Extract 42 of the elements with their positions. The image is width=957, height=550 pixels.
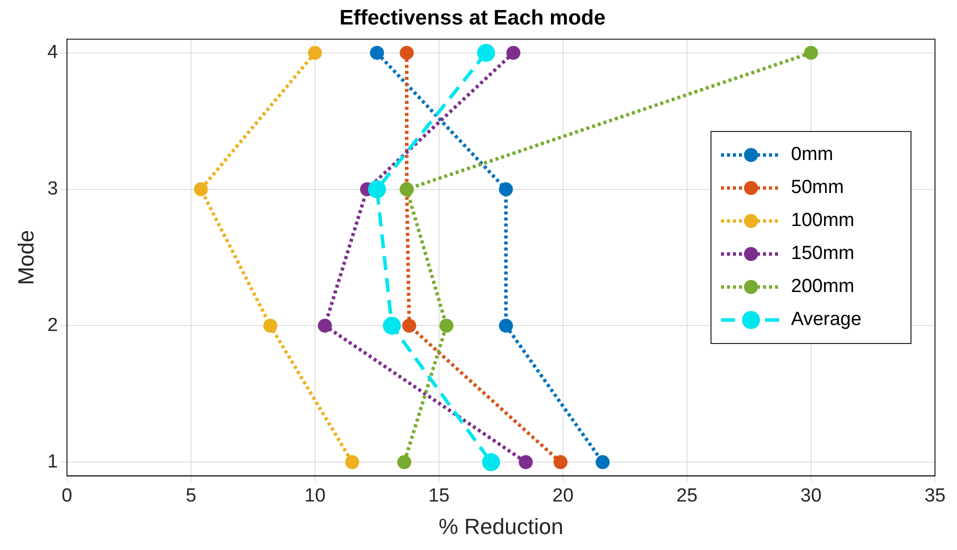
legend-label: 50mm [791, 177, 844, 198]
x-tick-label: 20 [552, 485, 574, 506]
point [382, 316, 401, 335]
legend-label: Average [791, 309, 862, 330]
point [482, 453, 500, 472]
y-axis-title: Mode [13, 230, 38, 286]
y-tick-label: 2 [47, 314, 58, 336]
point [554, 455, 568, 470]
x-tick-label: 10 [304, 485, 326, 506]
point [263, 318, 278, 333]
x-tick-label: 5 [186, 485, 196, 506]
x-axis-title: % Reduction [438, 514, 564, 539]
point [477, 44, 496, 62]
x-tick-label: 35 [924, 485, 946, 506]
point [368, 180, 386, 198]
x-tick-label: 25 [676, 485, 698, 506]
point [345, 455, 360, 470]
point [308, 46, 322, 60]
point [397, 455, 412, 470]
point [506, 46, 520, 60]
point [439, 318, 454, 333]
point [498, 318, 513, 333]
legend-label: 150mm [791, 243, 854, 264]
y-tick-label: 4 [47, 42, 58, 64]
point [402, 318, 416, 333]
point [498, 182, 513, 196]
y-tick-label: 3 [47, 178, 58, 200]
point [194, 182, 208, 196]
point [518, 455, 533, 470]
y-tick-label: 1 [47, 451, 58, 472]
legend-label: 100mm [791, 210, 854, 232]
point [596, 455, 610, 470]
x-tick-label: 15 [428, 485, 450, 506]
point [370, 46, 384, 60]
chart-title: Effectivenss at Each mode [339, 6, 606, 30]
x-tick-label: 0 [62, 485, 72, 506]
legend-label: 0mm [791, 144, 834, 166]
point [804, 46, 818, 60]
point [318, 318, 332, 333]
point [400, 46, 414, 60]
legend-label: 200mm [791, 276, 854, 298]
x-tick-label: 30 [800, 485, 822, 506]
